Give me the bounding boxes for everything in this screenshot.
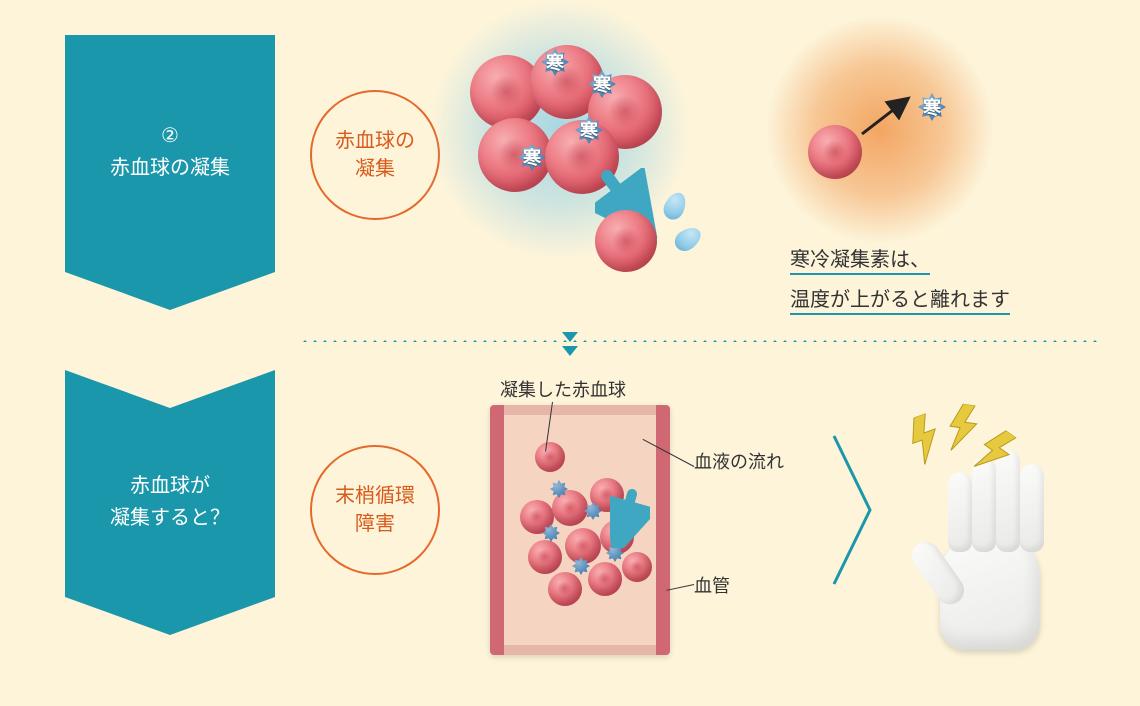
agglutinin-icon: 寒 [510,135,554,179]
step-title: 赤血球の凝集 [65,152,275,184]
rbc-cell [528,540,562,574]
section-divider [300,340,1100,342]
rbc-cell [535,442,565,472]
agglutinin-icon [540,522,562,544]
agglutinin-icon: 寒 [910,85,954,129]
label-clumped-rbc: 凝集した赤血球 [500,376,626,402]
step-number: ② [65,120,275,152]
agglutinin-icon: 寒 [580,62,624,106]
step-line2: 凝集すると？ [65,502,275,534]
droplet-icon [671,223,705,255]
agglutinin-icon: 寒 [567,108,611,152]
rbc-cell [588,562,622,596]
agglutinin-icon: 寒 [533,40,577,84]
label-vessel: 血管 [694,572,730,598]
step-chevron-upper-text: ② 赤血球の凝集 [65,120,275,184]
circle-label-circulation: 末梢循環 障害 [310,445,440,575]
agglutinin-icon [548,478,570,500]
result-arrow-icon [828,430,878,590]
rbc-cell-falling [595,210,657,272]
circle-line1: 末梢循環 [335,485,415,507]
warm-caption: 寒冷凝集素は、 温度が上がると離れます [790,240,1010,320]
rbc-cell [548,572,582,606]
bolt-icon [945,402,981,454]
hand-icon [920,450,1060,650]
caption-line2: 温度が上がると離れます [790,289,1010,315]
label-blood-flow: 血液の流れ [694,448,784,474]
circle-line2: 障害 [355,513,395,535]
agglutinin-icon [582,500,604,522]
divider-chevron-icon [562,332,578,342]
rbc-cell-warm [808,125,862,179]
divider-chevron-icon [562,346,578,356]
rbc-cell [622,552,652,582]
bolt-icon [903,411,948,466]
caption-line1: 寒冷凝集素は、 [790,249,930,275]
circle-line2: 凝集 [355,158,395,180]
step-line1: 赤血球が [65,470,275,502]
flow-arrow-icon [610,488,650,548]
circle-line1: 赤血球の [335,130,415,152]
circle-label-aggregation: 赤血球の 凝集 [310,90,440,220]
step-chevron-lower-text: 赤血球が 凝集すると？ [65,470,275,534]
agglutinin-icon [570,555,592,577]
pointer-line [667,584,695,591]
